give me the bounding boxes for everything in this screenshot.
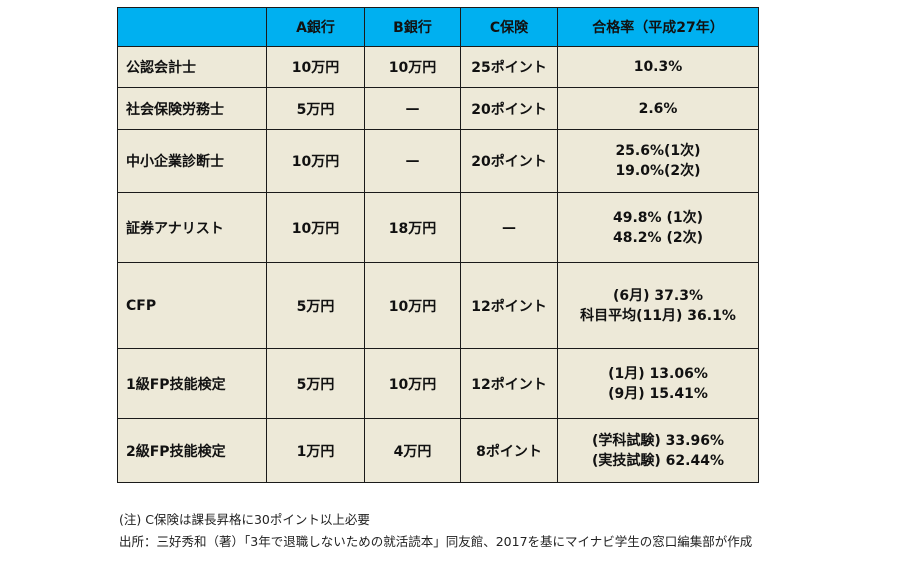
pass-rate-line: (6月) 37.3% [613,287,703,304]
table-header-row: A銀行 B銀行 C保険 合格率（平成27年） [117,7,759,47]
pass-rate-cell: 25.6%(1次) 19.0%(2次) [557,129,759,193]
header-cell-b-bank: B銀行 [364,7,461,47]
table-row: 社会保険労務士 5万円 — 20ポイント 2.6% [117,87,759,130]
table-row: 中小企業診断士 10万円 — 20ポイント 25.6%(1次) 19.0%(2次… [117,129,759,193]
pass-rate-cell: 10.3% [557,46,759,88]
footnotes: (注) C保険は課長昇格に30ポイント以上必要 出所：三好秀和（著）「3年で退職… [119,509,752,553]
a-bank-value: 5万円 [266,348,365,419]
header-cell-pass-rate: 合格率（平成27年） [557,7,759,47]
row-label: 2級FP技能検定 [117,418,267,483]
row-label: 公認会計士 [117,46,267,88]
c-insurance-value: 20ポイント [460,87,558,130]
pass-rate-cell: (1月) 13.06% (9月) 15.41% [557,348,759,419]
table-row: 1級FP技能検定 5万円 10万円 12ポイント (1月) 13.06% (9月… [117,348,759,419]
pass-rate-line: 48.2% (2次) [613,229,703,246]
pass-rate-line: 10.3% [633,59,683,75]
pass-rate-line: (9月) 15.41% [608,385,708,402]
pass-rate-line: 49.8% (1次) [613,209,703,226]
pass-rate-line: 科目平均(11月) 36.1% [580,307,736,324]
table-row: CFP 5万円 10万円 12ポイント (6月) 37.3% 科目平均(11月)… [117,262,759,349]
pass-rate-cell: (6月) 37.3% 科目平均(11月) 36.1% [557,262,759,349]
pass-rate-cell: 2.6% [557,87,759,130]
pass-rate-line: (実技試験) 62.44% [592,452,724,469]
a-bank-value: 1万円 [266,418,365,483]
c-insurance-value: 8ポイント [460,418,558,483]
a-bank-value: 5万円 [266,262,365,349]
pass-rate-line: 25.6%(1次) [615,143,701,159]
a-bank-value: 10万円 [266,129,365,193]
a-bank-value: 10万円 [266,192,365,263]
row-label: 1級FP技能検定 [117,348,267,419]
b-bank-value: — [364,87,461,130]
b-bank-value: — [364,129,461,193]
b-bank-value: 10万円 [364,348,461,419]
a-bank-value: 10万円 [266,46,365,88]
table-row: 2級FP技能検定 1万円 4万円 8ポイント (学科試験) 33.96% (実技… [117,418,759,483]
b-bank-value: 10万円 [364,262,461,349]
pass-rate-line: 19.0%(2次) [615,163,701,179]
pass-rate-cell: (学科試験) 33.96% (実技試験) 62.44% [557,418,759,483]
row-label: 社会保険労務士 [117,87,267,130]
c-insurance-value: — [460,192,558,263]
b-bank-value: 18万円 [364,192,461,263]
row-label: 中小企業診断士 [117,129,267,193]
note-text: (注) C保険は課長昇格に30ポイント以上必要 [119,512,370,527]
qualification-comparison-table: A銀行 B銀行 C保険 合格率（平成27年） 公認会計士 10万円 10万円 2… [117,7,759,483]
a-bank-value: 5万円 [266,87,365,130]
row-label: 証券アナリスト [117,192,267,263]
b-bank-value: 4万円 [364,418,461,483]
table-row: 公認会計士 10万円 10万円 25ポイント 10.3% [117,46,759,88]
c-insurance-value: 12ポイント [460,348,558,419]
header-cell-a-bank: A銀行 [266,7,365,47]
pass-rate-line: (学科試験) 33.96% [592,432,724,449]
comparison-table-container: A銀行 B銀行 C保険 合格率（平成27年） 公認会計士 10万円 10万円 2… [117,7,759,483]
source-text: 出所：三好秀和（著）「3年で退職しないための就活読本」同友館、2017を基にマイ… [119,534,753,549]
b-bank-value: 10万円 [364,46,461,88]
c-insurance-value: 25ポイント [460,46,558,88]
pass-rate-cell: 49.8% (1次) 48.2% (2次) [557,192,759,263]
row-label: CFP [117,262,267,349]
pass-rate-line: 2.6% [638,100,678,117]
header-cell-c-insurance: C保険 [460,7,558,47]
table-row: 証券アナリスト 10万円 18万円 — 49.8% (1次) 48.2% (2次… [117,192,759,263]
c-insurance-value: 20ポイント [460,129,558,193]
pass-rate-line: (1月) 13.06% [608,365,708,382]
c-insurance-value: 12ポイント [460,262,558,349]
header-cell-qualification [117,7,267,47]
